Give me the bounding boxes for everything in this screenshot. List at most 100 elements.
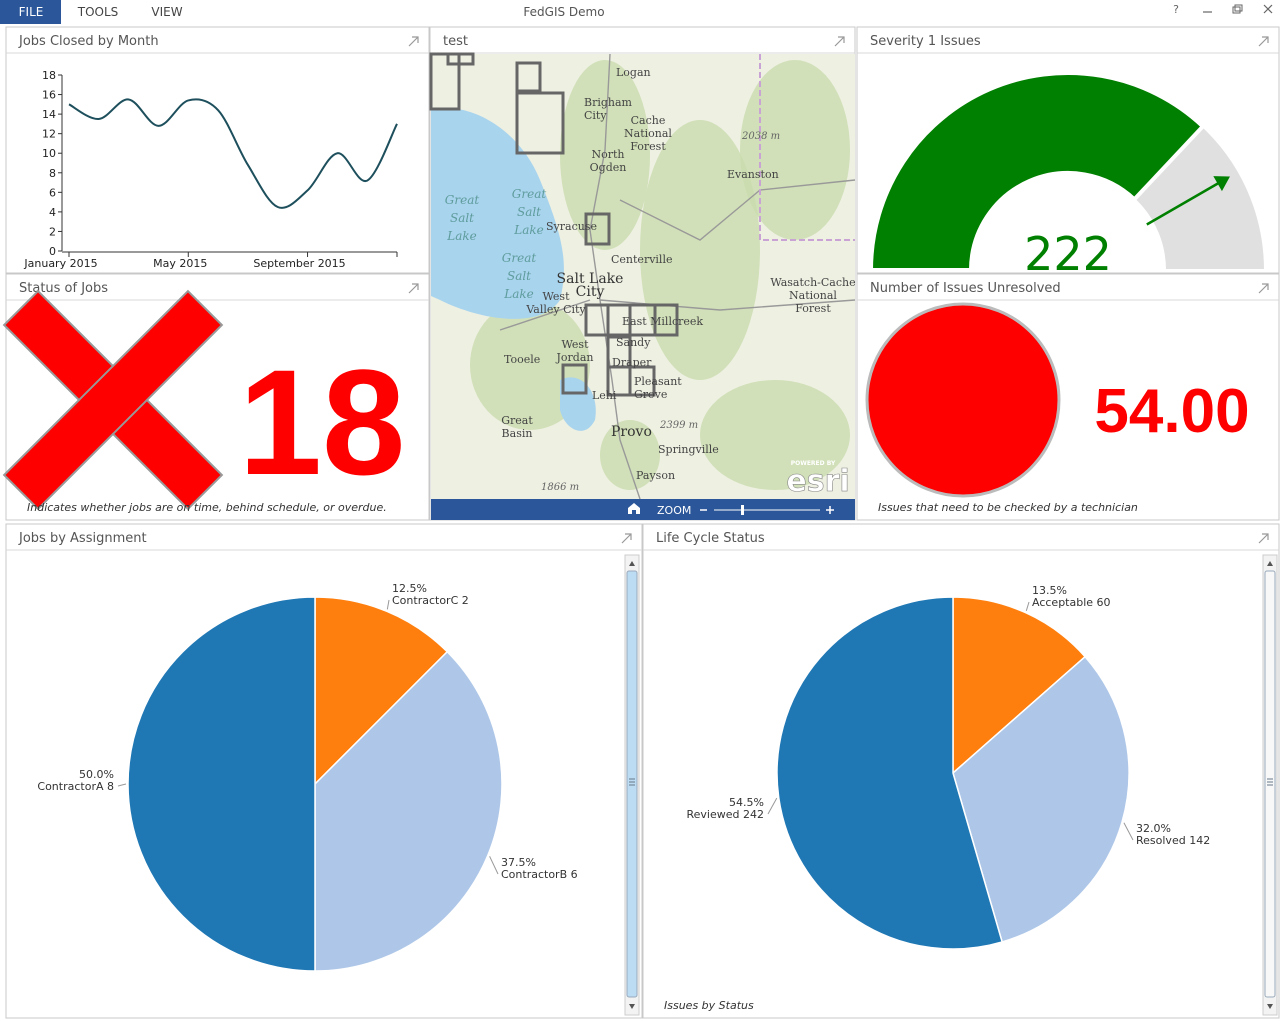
unresolved-value: 54.00 <box>1094 377 1249 446</box>
panel-title: Jobs Closed by Month <box>18 34 159 49</box>
map-label: West <box>543 290 571 303</box>
zoom-handle[interactable] <box>741 505 744 515</box>
pie-label: 54.5% Reviewed 242 <box>687 796 765 821</box>
pie-name: ContractorB <box>501 868 567 881</box>
y-tick-label: 2 <box>49 225 56 238</box>
pie-percent: 50.0% <box>79 768 114 781</box>
map-label: 2038 m <box>741 131 780 142</box>
pie-name: Acceptable <box>1032 596 1093 609</box>
pie-slice <box>314 650 503 972</box>
map-label: Salt Lake <box>557 271 624 287</box>
x-tick-label: January 2015 <box>23 257 97 270</box>
map-label: National <box>789 289 837 302</box>
pie-label: 50.0% ContractorA 8 <box>37 768 114 793</box>
map-label: Great <box>445 193 480 207</box>
pie-value: 142 <box>1189 834 1210 847</box>
panel-title: Severity 1 Issues <box>870 34 981 49</box>
pie-leader <box>117 783 127 787</box>
map-feature-box <box>584 212 611 246</box>
map-feature-box <box>515 61 542 93</box>
file-tab[interactable] <box>0 0 61 24</box>
map-forest <box>640 120 760 380</box>
x-tick-label: May 2015 <box>153 257 207 270</box>
map-label: Forest <box>630 140 666 153</box>
map-lake <box>431 108 564 319</box>
expand-button[interactable] <box>834 36 845 47</box>
caption: Issues that need to be checked by a tech… <box>878 501 1138 514</box>
pie-percent: 32.0% <box>1136 822 1171 835</box>
pie-value: 2 <box>462 594 469 607</box>
panel-title: Jobs by Assignment <box>18 531 147 546</box>
map-label: Cache <box>631 114 666 127</box>
help-button[interactable]: ? <box>1173 3 1179 16</box>
gauge-target-head <box>1213 176 1230 192</box>
pie-leader <box>1025 601 1030 611</box>
map-label: Salt <box>507 269 531 283</box>
esri-logo: esri <box>786 464 849 499</box>
pie-leader <box>767 797 778 815</box>
pie-slice <box>952 655 1130 943</box>
pie-value: 8 <box>107 780 114 793</box>
map-label: Draper <box>612 356 652 369</box>
map-label: Great <box>512 187 547 201</box>
map-label: 1866 m <box>541 482 579 493</box>
home-button[interactable] <box>628 503 640 514</box>
pie-label: 13.5% Acceptable 60 <box>1032 584 1111 609</box>
map-label: Centerville <box>611 253 672 266</box>
restore-button[interactable] <box>1232 4 1243 14</box>
expand-button[interactable] <box>408 283 419 294</box>
scrollbar[interactable] <box>624 554 640 1016</box>
pie-label: 32.0% Resolved 142 <box>1136 822 1210 847</box>
pie-slice <box>127 596 316 972</box>
map-label: East Millcreek <box>622 315 703 328</box>
line-series <box>68 98 398 209</box>
map-label: Salt <box>517 205 541 219</box>
map-label: Valley City <box>525 303 586 316</box>
map-label: Great <box>501 414 533 427</box>
panel-title: test <box>443 34 468 49</box>
y-tick-label: 6 <box>49 186 56 199</box>
scroll-thumb <box>1264 570 1276 998</box>
status-value: 18 <box>239 338 406 506</box>
zoom-bar <box>431 499 855 520</box>
expand-button[interactable] <box>1258 36 1269 47</box>
map-label: West <box>562 338 590 351</box>
expand-icon <box>1258 36 1269 47</box>
scrollbar[interactable] <box>1262 554 1278 1016</box>
pie-name: ContractorA <box>37 780 104 793</box>
pie-slice <box>314 596 449 786</box>
y-tick-label: 18 <box>42 69 56 82</box>
map-label: Basin <box>502 427 533 440</box>
pie-name: Resolved <box>1136 834 1186 847</box>
zoom-in-button[interactable] <box>826 506 834 514</box>
pie-name: ContractorC <box>392 594 459 607</box>
expand-button[interactable] <box>1258 533 1269 544</box>
pie-leader <box>489 856 499 875</box>
map-label: Forest <box>795 302 831 315</box>
expand-icon <box>1258 533 1269 544</box>
close-button[interactable] <box>1263 4 1273 14</box>
map-forest <box>560 60 650 250</box>
map-label: Salt <box>450 211 474 225</box>
map-label: Pleasant <box>634 375 682 388</box>
status-x-icon <box>2 289 224 511</box>
gauge-target <box>1146 178 1226 226</box>
map-label: City <box>576 284 605 300</box>
menu-item[interactable]: TOOLS <box>77 5 119 19</box>
map-forest <box>700 380 850 490</box>
expand-button[interactable] <box>1258 283 1269 294</box>
map-label: Springville <box>658 443 719 456</box>
expand-icon <box>408 36 419 47</box>
map-label: Syracuse <box>546 220 597 233</box>
menu-item[interactable]: FILE <box>19 5 44 19</box>
expand-button[interactable] <box>621 533 632 544</box>
map-feature-box <box>653 303 679 337</box>
panel-title: Status of Jobs <box>19 281 108 296</box>
scroll-down <box>1267 1004 1273 1009</box>
expand-button[interactable] <box>408 36 419 47</box>
expand-icon <box>621 533 632 544</box>
menu-item[interactable]: VIEW <box>151 5 182 19</box>
map-label: Jordan <box>556 351 594 364</box>
gauge-value: 222 <box>1024 227 1112 281</box>
